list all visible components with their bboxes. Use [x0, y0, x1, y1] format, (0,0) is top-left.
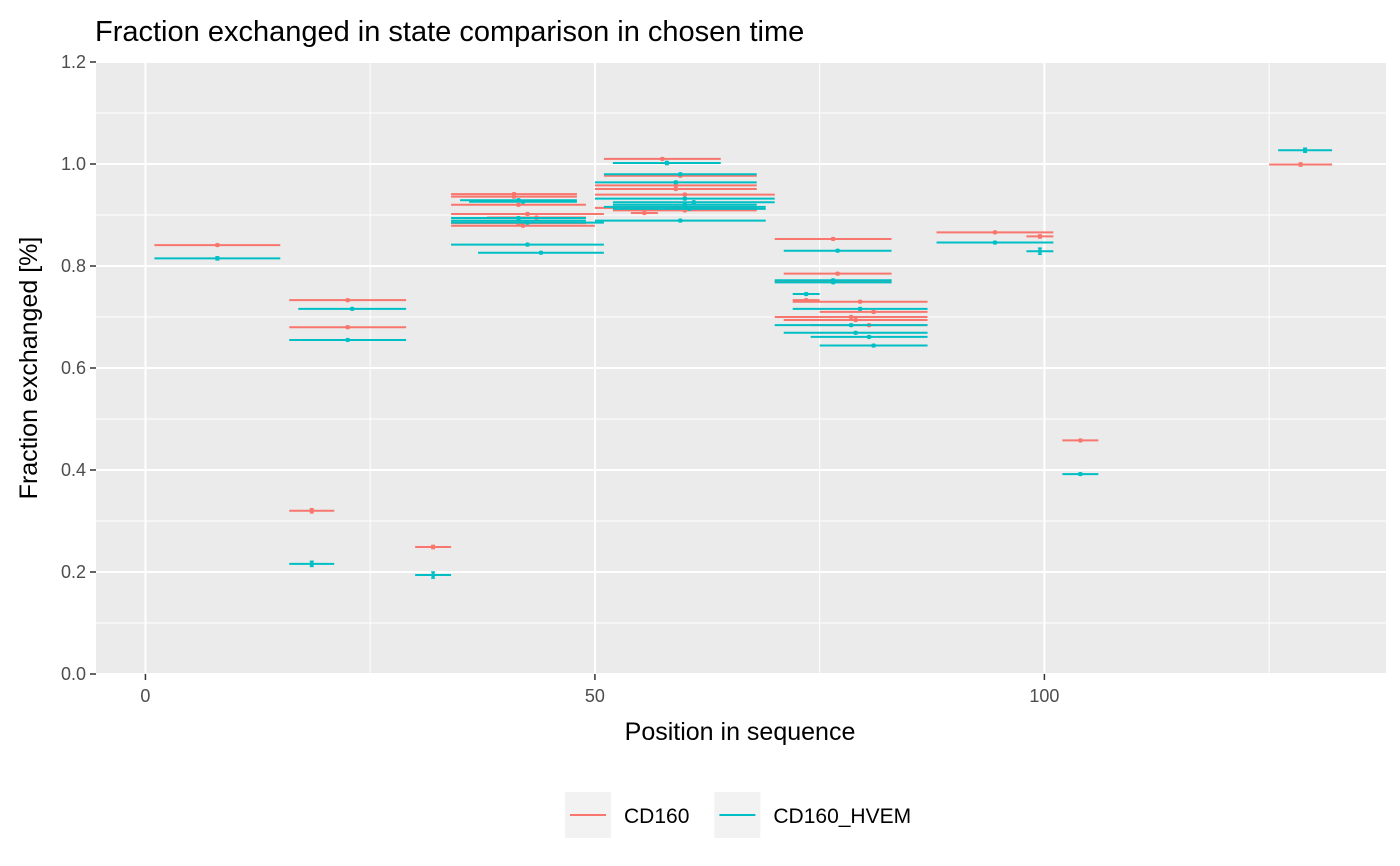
data-point [660, 156, 665, 162]
data-point [1078, 471, 1083, 477]
data-point [857, 306, 863, 312]
data-point [520, 223, 526, 228]
x-axis-title: Position in sequence [625, 718, 856, 746]
data-point [678, 172, 683, 177]
y-tick-label: 0.6 [61, 358, 86, 378]
data-point [835, 271, 840, 276]
data-point [1037, 234, 1043, 239]
data-point [525, 242, 530, 247]
data-point [835, 248, 840, 253]
y-tick-label: 0.0 [61, 664, 86, 684]
data-point [848, 314, 854, 320]
data-point [857, 299, 863, 304]
data-point [516, 202, 521, 207]
data-point [848, 322, 854, 328]
data-point [853, 317, 858, 323]
y-tick-label: 1.2 [61, 52, 86, 72]
data-point [992, 230, 998, 235]
data-point [691, 200, 697, 205]
data-point [511, 194, 517, 199]
data-point [871, 343, 876, 348]
data-point [678, 218, 683, 223]
data-point [525, 211, 530, 217]
y-tick-label: 0.8 [61, 256, 86, 276]
series-CD160_HVEM [154, 147, 1333, 579]
data-point [866, 334, 872, 340]
y-axis-title: Fraction exchanged [%] [15, 237, 43, 500]
data-point [853, 330, 858, 336]
data-point [1302, 148, 1308, 153]
data-point [642, 210, 647, 216]
data-point [345, 297, 350, 303]
data-point [345, 337, 350, 343]
data-point [430, 544, 436, 550]
data-point [673, 186, 679, 192]
data-point [673, 183, 679, 188]
data-point [345, 325, 350, 330]
data-point [682, 196, 688, 201]
legend: CD160 CD160_HVEM [565, 792, 911, 838]
x-tick-label: 0 [140, 686, 150, 706]
data-point [682, 192, 688, 197]
x-tick-label: 50 [585, 686, 605, 706]
data-point [673, 180, 679, 185]
grid-major [96, 61, 1386, 675]
y-tick-label: 0.4 [61, 460, 86, 480]
x-axis: 0 50 100 [140, 674, 1059, 706]
data-point [215, 242, 220, 248]
data-point [687, 206, 692, 212]
y-axis: 0.0 0.2 0.4 0.6 0.8 1.0 1.2 [61, 52, 96, 684]
data-point [350, 306, 355, 312]
data-point [992, 240, 998, 245]
data-marks [154, 147, 1333, 579]
data-point [1298, 162, 1303, 167]
data-point [803, 291, 809, 297]
chart-title: Fraction exchanged in state comparison i… [95, 16, 804, 48]
x-tick-label: 100 [1029, 686, 1059, 706]
data-point [215, 256, 220, 261]
data-point [309, 508, 314, 513]
data-point [1037, 249, 1043, 254]
legend-item-CD160: CD160 [565, 792, 689, 838]
data-point [664, 160, 670, 166]
y-tick-label: 1.0 [61, 154, 86, 174]
legend-label: CD160 [624, 805, 689, 828]
data-point [430, 572, 436, 578]
legend-item-CD160_HVEM: CD160_HVEM [714, 792, 911, 838]
data-point [525, 220, 530, 225]
data-point [830, 236, 836, 242]
data-point [538, 250, 544, 255]
data-point [309, 561, 314, 567]
data-point [1078, 438, 1083, 443]
legend-label: CD160_HVEM [773, 805, 911, 828]
data-point [871, 309, 876, 315]
data-point [520, 199, 526, 204]
y-tick-label: 0.2 [61, 562, 86, 582]
data-point [830, 280, 836, 285]
